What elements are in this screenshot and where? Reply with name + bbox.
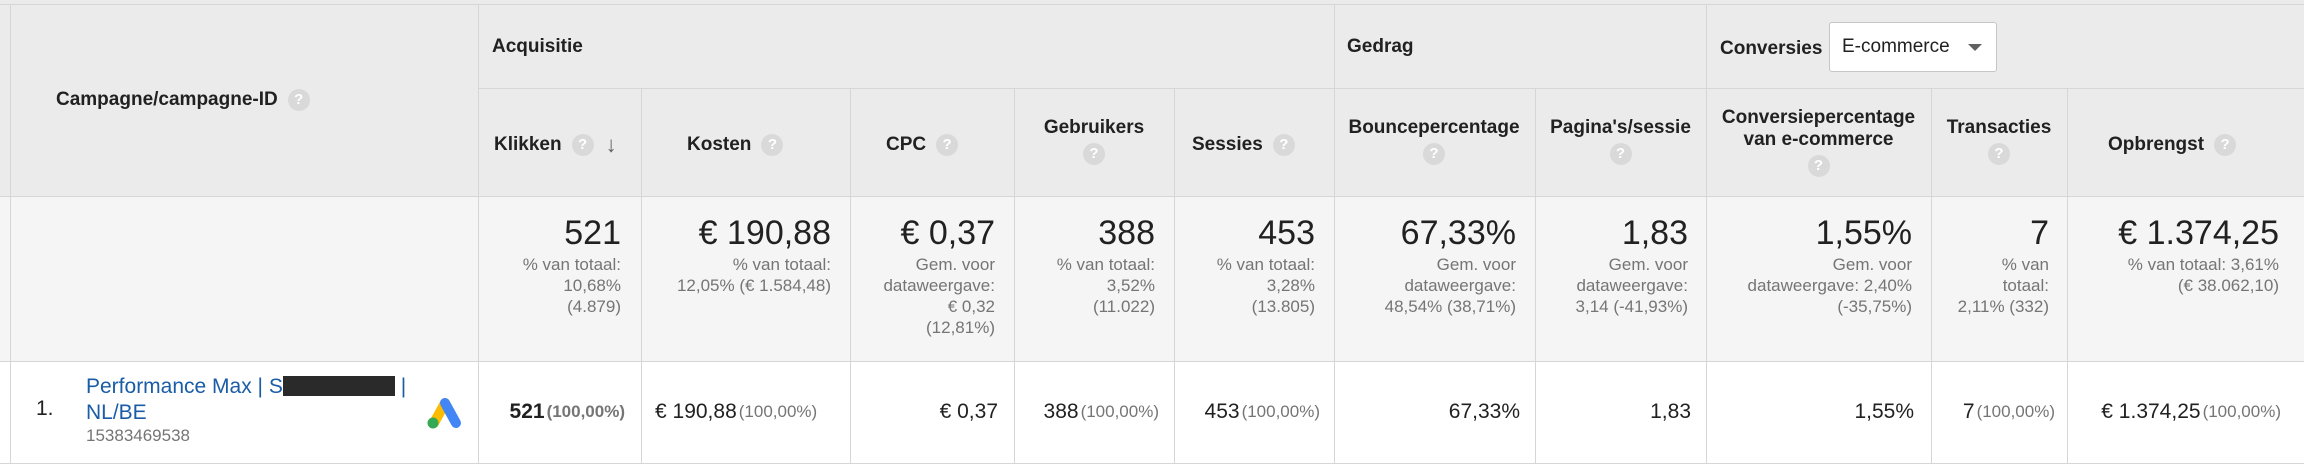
total-detail: % van totaal: 10,68% (4.879) — [522, 255, 621, 316]
help-icon[interactable]: ? — [571, 134, 594, 156]
group-behavior: Gedrag — [1347, 36, 1414, 57]
total-kosten: € 190,88 % van totaal: 12,05% (€ 1.584,48… — [641, 214, 831, 296]
total-detail: % van totaal: 3,28% (13.805) — [1216, 255, 1315, 316]
conversion-type-value: E-commerce — [1842, 36, 1950, 57]
total-detail: % van totaal: 3,52% (11.022) — [1056, 255, 1155, 316]
cell-cpc: € 0,37 — [939, 400, 998, 423]
chevron-down-icon — [1968, 43, 1982, 51]
column-label: CPC — [886, 134, 927, 155]
column-label: Transacties — [1946, 117, 2052, 138]
help-icon[interactable]: ? — [1609, 143, 1632, 165]
total-value: 1,55% — [1815, 214, 1912, 252]
column-label: Kosten — [687, 134, 752, 155]
cell-opbrengst: € 1.374,25 (100,00%) — [2101, 400, 2281, 423]
cell-conversie: 1,55% — [1854, 400, 1914, 423]
row-index: 1. — [36, 397, 54, 420]
total-opbrengst: € 1.374,25 % van totaal: 3,61% (€ 38.062,… — [2067, 214, 2279, 296]
help-icon[interactable]: ? — [761, 134, 784, 156]
help-icon[interactable]: ? — [1423, 143, 1445, 165]
total-detail: Gem. voor dataweergave: € 0,32 (12,81%) — [883, 255, 995, 337]
total-detail: Gem. voor dataweergave: 2,40% (-35,75%) — [1747, 255, 1912, 316]
campaign-name-part: | — [400, 375, 407, 398]
help-icon[interactable]: ? — [936, 134, 959, 156]
total-value: 7 — [2030, 214, 2049, 252]
conversion-type-dropdown[interactable]: E-commerce — [1829, 22, 1997, 72]
column-header-kosten[interactable]: Kosten ? — [687, 130, 784, 160]
column-label: Gebruikers — [1043, 117, 1145, 138]
column-header-gebruikers[interactable]: Gebruikers ? — [1014, 110, 1174, 172]
google-ads-icon — [427, 398, 461, 429]
column-header-transacties[interactable]: Transacties ? — [1931, 110, 2067, 172]
help-icon[interactable]: ? — [287, 89, 310, 111]
campaign-name-part: NL/BE — [86, 401, 147, 424]
sort-descending-icon[interactable]: ↓ — [605, 132, 617, 157]
column-label: Pagina's/sessie — [1550, 117, 1691, 138]
total-value: € 190,88 — [698, 214, 831, 252]
column-header-cpc[interactable]: CPC ? — [886, 130, 959, 160]
column-label: Bouncepercentage — [1348, 117, 1520, 138]
column-label-line2: van e-commerce — [1743, 129, 1894, 150]
column-label: Klikken — [494, 134, 562, 155]
cell-gebruikers: 388 (100,00%) — [1043, 400, 1159, 423]
dimension-header[interactable]: Campagne/campagne-ID ? — [56, 84, 310, 116]
cell-sessies: 453 (100,00%) — [1204, 400, 1320, 423]
total-detail: % van totaal: 12,05% (€ 1.584,48) — [676, 255, 831, 295]
total-detail: Gem. voor dataweergave: 3,14 (-41,93%) — [1575, 255, 1688, 316]
total-klikken: 521 % van totaal: 10,68% (4.879) — [478, 214, 621, 317]
dimension-header-label: Campagne/campagne-ID — [56, 89, 278, 110]
help-icon[interactable]: ? — [2214, 134, 2237, 156]
cell-kosten: € 190,88 (100,00%) — [655, 400, 818, 423]
total-detail: % van totaal: 3,61% (€ 38.062,10) — [2127, 255, 2279, 295]
column-header-klikken[interactable]: Klikken ? ↓ — [494, 130, 617, 160]
total-sessies: 453 % van totaal: 3,28% (13.805) — [1174, 214, 1315, 317]
help-icon[interactable]: ? — [1083, 143, 1105, 165]
campaign-name-part: Performance Max | S — [86, 375, 283, 398]
group-acquisition: Acquisitie — [492, 36, 583, 57]
total-transacties: 7 % van totaal: 2,11% (332) — [1931, 214, 2049, 317]
column-header-bounce[interactable]: Bouncepercentage ? — [1334, 110, 1534, 172]
column-label: Conversiepercentage — [1721, 107, 1916, 128]
column-header-opbrengst[interactable]: Opbrengst ? — [2108, 130, 2237, 160]
total-value: € 1.374,25 — [2118, 214, 2279, 252]
total-detail: % van totaal: 2,11% (332) — [1957, 255, 2049, 316]
total-gebruikers: 388 % van totaal: 3,52% (11.022) — [1014, 214, 1155, 317]
total-value: 388 — [1098, 214, 1155, 252]
cell-transacties: 7 (100,00%) — [1962, 400, 2055, 423]
total-value: € 0,37 — [900, 214, 995, 252]
total-paginas: 1,83 Gem. voor dataweergave: 3,14 (-41,93%… — [1535, 214, 1688, 317]
help-icon[interactable]: ? — [1272, 134, 1295, 156]
column-label: Opbrengst — [2108, 134, 2205, 155]
total-value: 1,83 — [1621, 214, 1688, 252]
column-label: Sessies — [1192, 134, 1263, 155]
help-icon[interactable]: ? — [1988, 143, 2010, 165]
redacted-text — [282, 376, 395, 396]
group-conversions: Conversies — [1720, 38, 1823, 59]
cell-bounce: 67,33% — [1448, 400, 1520, 423]
help-icon[interactable]: ? — [1807, 155, 1830, 177]
total-cpc: € 0,37 Gem. voor dataweergave: € 0,32 (12,8… — [850, 214, 995, 338]
total-value: 67,33% — [1400, 214, 1516, 252]
cell-klikken: 521 (100,00%) — [509, 400, 625, 423]
column-header-conversie[interactable]: Conversiepercentage van e-commerce ? — [1706, 100, 1931, 184]
column-header-paginas[interactable]: Pagina's/sessie ? — [1535, 110, 1706, 172]
total-value: 453 — [1258, 214, 1315, 252]
total-value: 521 — [564, 214, 621, 252]
campaign-link[interactable]: Performance Max | S | NL/BE — [86, 374, 426, 426]
totals-row — [0, 196, 2304, 361]
total-conversie: 1,55% Gem. voor dataweergave: 2,40% (-35,7… — [1706, 214, 1912, 317]
campaign-cell: Performance Max | S | NL/BE 15383469538 — [86, 374, 426, 446]
cell-paginas: 1,83 — [1650, 400, 1691, 423]
total-detail: Gem. voor dataweergave: 48,54% (38,71%) — [1384, 255, 1516, 316]
column-header-sessies[interactable]: Sessies ? — [1192, 130, 1295, 160]
total-bounce: 67,33% Gem. voor dataweergave: 48,54% (38,… — [1334, 214, 1516, 317]
campaign-id: 15383469538 — [86, 426, 191, 445]
